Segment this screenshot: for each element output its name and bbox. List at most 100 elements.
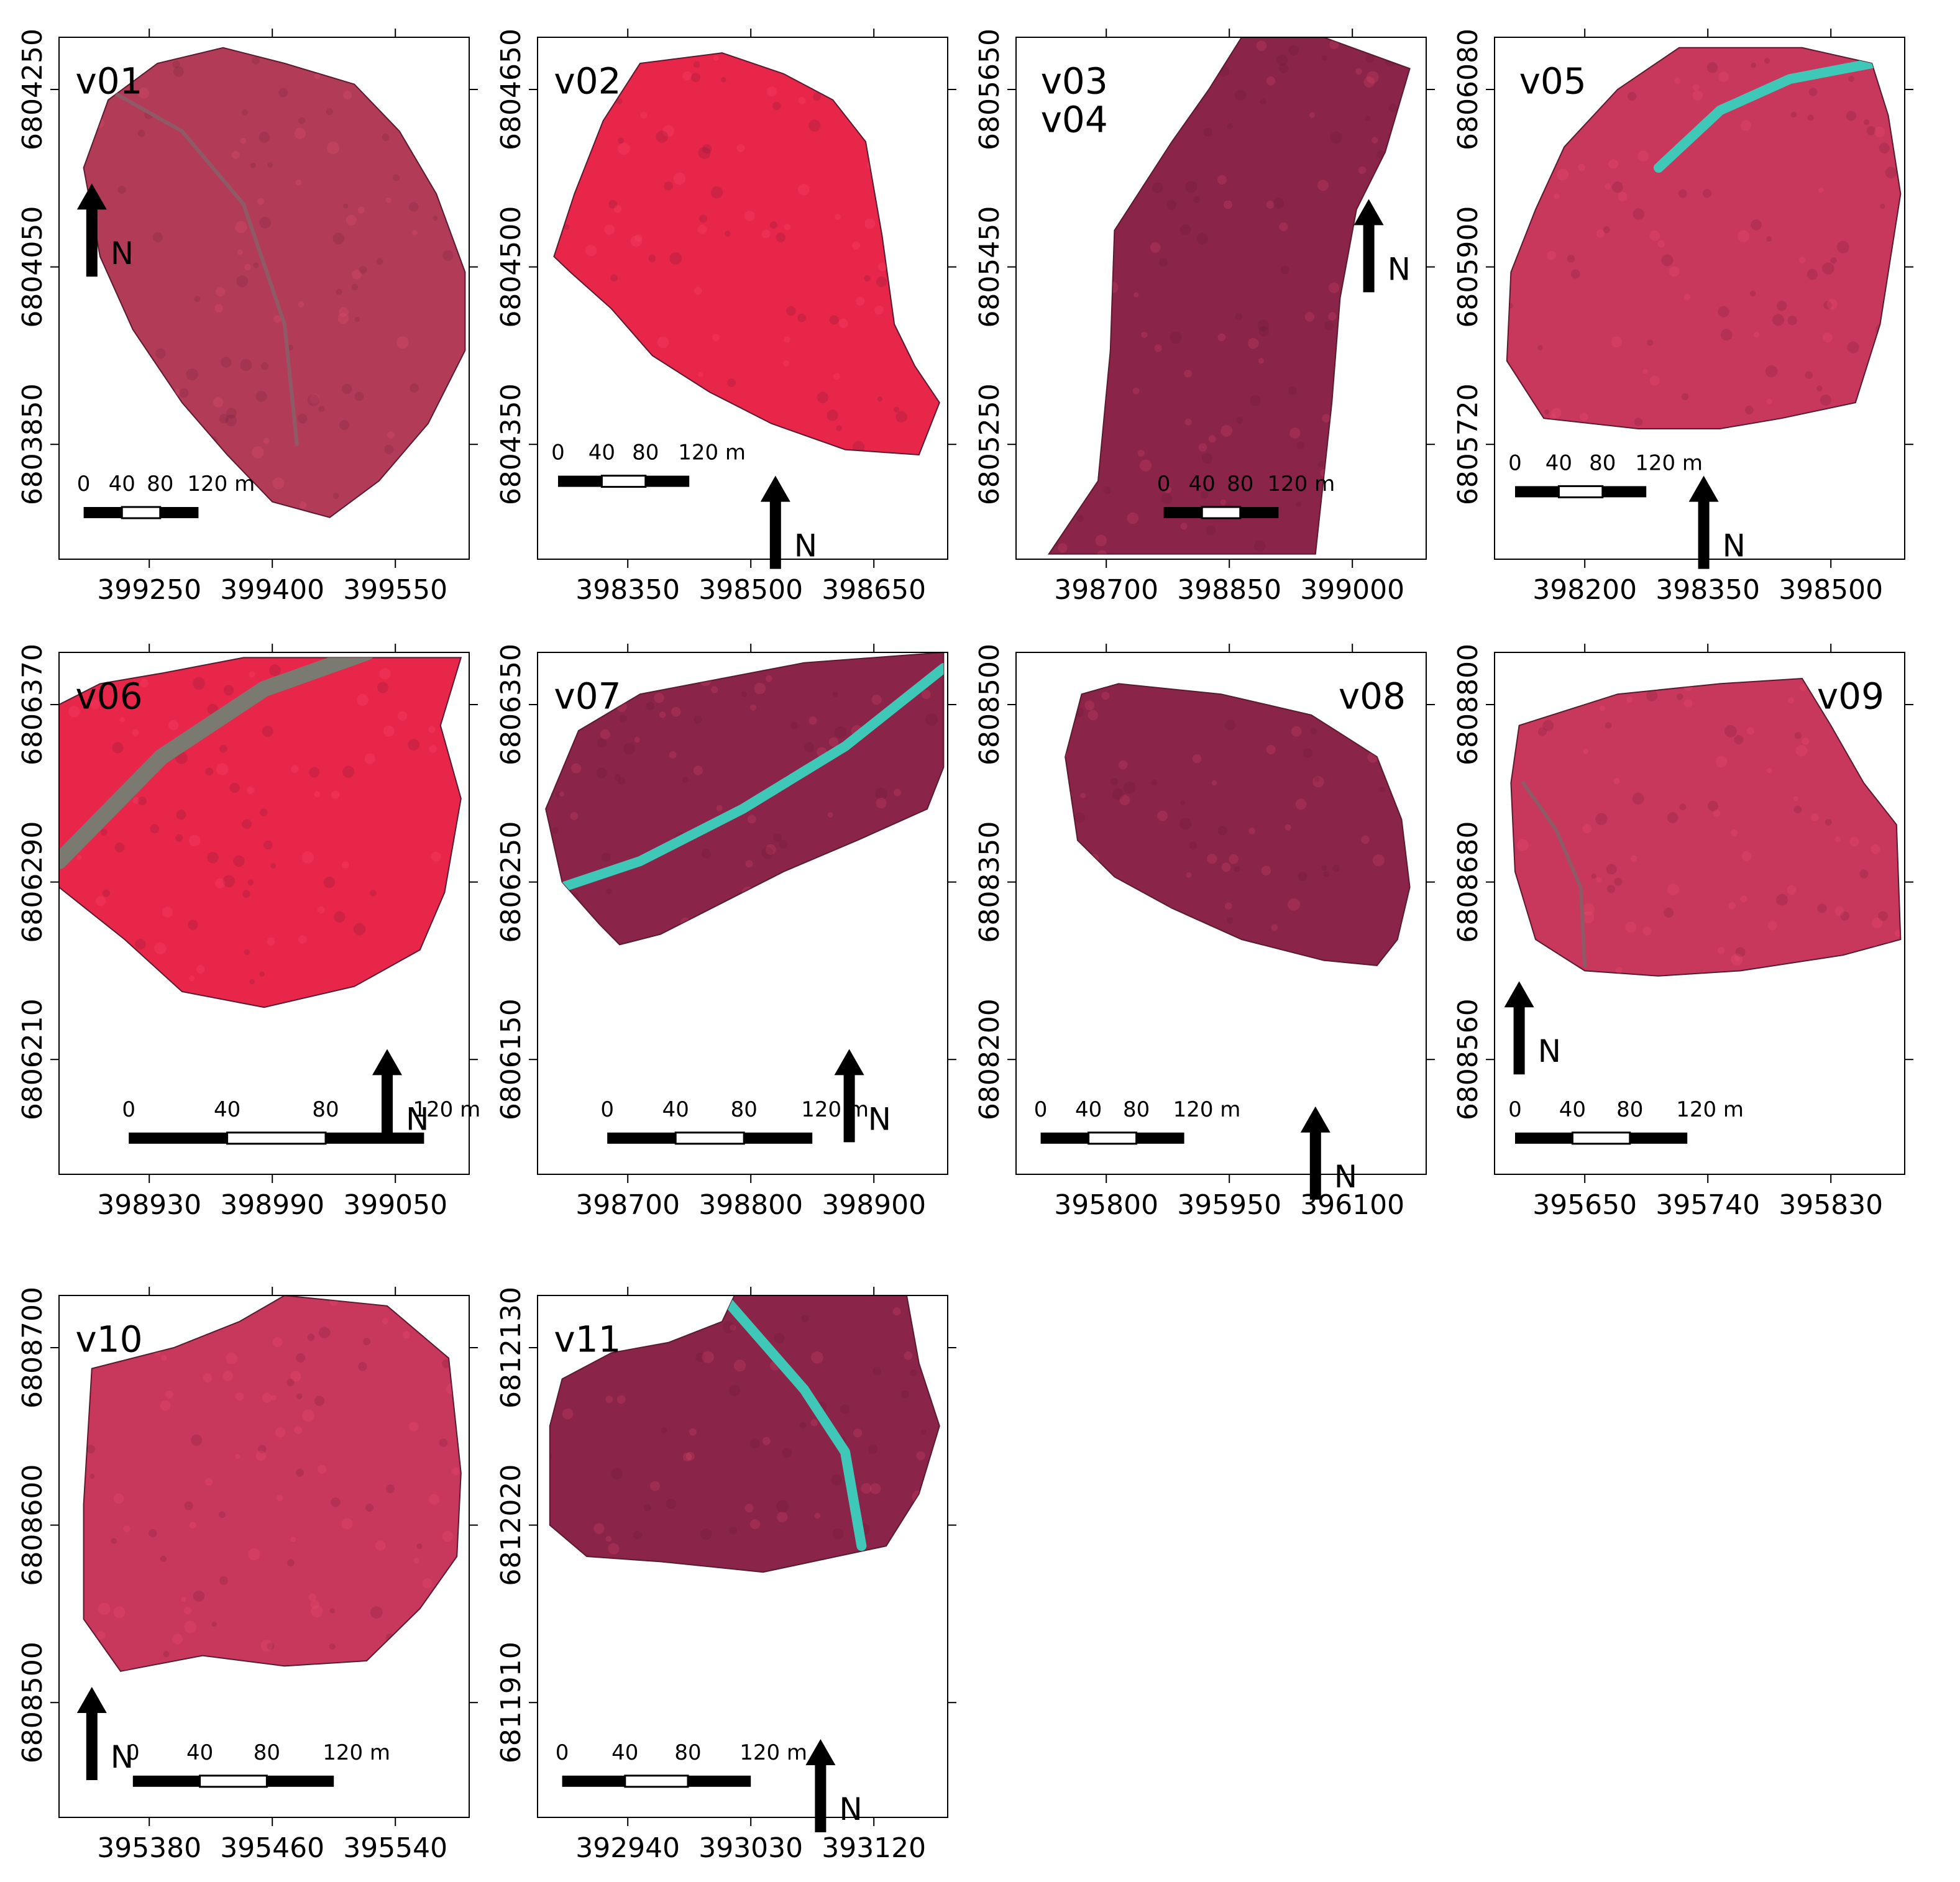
scale-bar-label: 0 [126, 1740, 140, 1765]
y-tick-label: 6806210 [17, 998, 48, 1120]
road-line [1654, 58, 1877, 173]
map-panel-v09: v09 395650 395740 395830 6808800 6808680 68085… [1452, 644, 1913, 1221]
forest-stand-area [83, 1295, 462, 1672]
forest-stand-area [553, 52, 940, 456]
panel-frame [537, 37, 948, 560]
scale-bar: 0 40 80 120 m [1157, 472, 1335, 519]
y-tick-label: 6808500 [17, 1642, 48, 1763]
panel-frame [1015, 37, 1427, 560]
north-label: N [794, 528, 817, 564]
scale-bar-label: 0 [556, 1740, 569, 1765]
x-tick-label: 395380 [97, 1832, 201, 1864]
y-tick-label: 6804500 [495, 206, 527, 328]
y-tick-label: 6804050 [17, 206, 48, 328]
road-line [106, 88, 299, 447]
scale-bar-label: 0 [122, 1097, 135, 1122]
scale-bar-label: 120 m [1173, 1097, 1241, 1122]
panel-frame [1494, 652, 1905, 1175]
north-label: N [111, 1739, 134, 1775]
scale-bar-label: 40 [588, 441, 615, 465]
map-panel-v06: v06 398930 398990 399050 6806370 6806290 68062… [17, 644, 480, 1221]
north-label: N [839, 1791, 862, 1827]
forest-stand-area [1047, 37, 1411, 555]
scale-bar-label: 120 m [678, 441, 746, 465]
scale-bar-label: 40 [186, 1740, 213, 1765]
scale-bar-label: 120 m [801, 1097, 869, 1122]
scale-bar-label: 120 m [323, 1740, 390, 1765]
forest-stand-area [549, 1295, 940, 1573]
scale-bar-label: 40 [611, 1740, 638, 1765]
north-arrow-icon: N [372, 1049, 429, 1143]
scale-bar-label: 0 [1508, 1097, 1522, 1122]
panel-frame [537, 1295, 948, 1818]
x-tick-label: 398500 [698, 574, 803, 606]
scale-bar-label: 40 [1189, 472, 1216, 496]
x-tick-label: 398800 [698, 1189, 803, 1221]
map-panel-v11: v11 392940 393030 393120 6812130 6812020 68119… [495, 1287, 956, 1864]
north-arrow-icon: N [1504, 981, 1561, 1075]
x-tick-label: 393030 [698, 1832, 803, 1864]
scale-bar: 0 40 80 120 m [126, 1740, 390, 1788]
north-arrow-icon: N [1353, 199, 1411, 293]
stand-id-label: v11 [554, 1318, 621, 1360]
x-tick-label: 395950 [1177, 1189, 1281, 1221]
scale-bar-label: 40 [662, 1097, 689, 1122]
scale-bar-label: 40 [1559, 1097, 1586, 1122]
y-tick-label: 6803850 [17, 383, 48, 505]
north-label: N [1538, 1033, 1561, 1069]
scale-bar-label: 0 [77, 472, 91, 496]
stand-id-label: v10 [75, 1318, 142, 1360]
y-tick-label: 6808560 [1452, 998, 1484, 1120]
scale-bar-label: 80 [254, 1740, 280, 1765]
stand-id-label: v09 [1817, 675, 1884, 717]
scale-bar-label: 80 [674, 1740, 701, 1765]
scale-bar: 0 40 80 120 m [551, 441, 746, 488]
scale-bar-label: 0 [1034, 1097, 1048, 1122]
y-tick-label: 6808200 [974, 998, 1005, 1120]
y-tick-label: 6805450 [974, 206, 1005, 328]
x-tick-label: 395540 [343, 1832, 447, 1864]
y-tick-label: 6806150 [495, 998, 527, 1120]
y-tick-label: 6804350 [495, 383, 527, 505]
x-tick-label: 399250 [97, 574, 201, 606]
orthophoto-v06 [59, 657, 462, 1008]
stand-id-label: v07 [554, 675, 621, 717]
scale-bar-label: 0 [1157, 472, 1171, 496]
x-tick-label: 398930 [97, 1189, 201, 1221]
scale-bar-label: 40 [109, 472, 135, 496]
north-label: N [1723, 528, 1746, 564]
forest-stand-area [545, 652, 945, 946]
north-arrow-icon: N [760, 475, 817, 569]
north-label: N [111, 235, 134, 272]
scale-bar-label: 80 [731, 1097, 758, 1122]
north-arrow-icon: N [1300, 1106, 1357, 1200]
panel-frame [58, 1295, 470, 1818]
forest-stand-area [1065, 683, 1411, 967]
y-tick-label: 6812020 [495, 1464, 527, 1586]
north-arrow-icon: N [76, 1687, 134, 1780]
road-line [59, 657, 375, 869]
y-tick-label: 6808800 [1452, 644, 1484, 765]
scale-bar: 0 40 80 120 m [77, 472, 255, 519]
orthophoto-v05 [1506, 47, 1902, 429]
y-tick-label: 6804650 [495, 29, 527, 150]
stand-id-label: v03 [1041, 60, 1108, 102]
road-line [717, 1295, 867, 1551]
scale-bar: 0 40 80 120 m [1508, 450, 1703, 498]
scale-bar-label: 80 [632, 441, 659, 465]
scale-bar: 0 40 80 120 m [600, 1097, 869, 1145]
x-tick-label: 399000 [1300, 574, 1404, 606]
stand-id-label: v08 [1339, 675, 1406, 717]
north-label: N [1388, 251, 1411, 287]
orthophoto-v08 [1065, 683, 1411, 967]
scale-bar-label: 0 [600, 1097, 614, 1122]
x-tick-label: 398350 [1655, 574, 1760, 606]
x-tick-label: 393120 [822, 1832, 926, 1864]
panel-frame [1015, 652, 1427, 1175]
x-tick-label: 398900 [822, 1189, 926, 1221]
stand-id-label: v05 [1519, 60, 1587, 102]
north-arrow-icon: N [834, 1049, 891, 1143]
y-tick-label: 6805650 [974, 29, 1005, 150]
y-tick-label: 6811910 [495, 1642, 527, 1763]
scale-bar-label: 120 m [740, 1740, 807, 1765]
